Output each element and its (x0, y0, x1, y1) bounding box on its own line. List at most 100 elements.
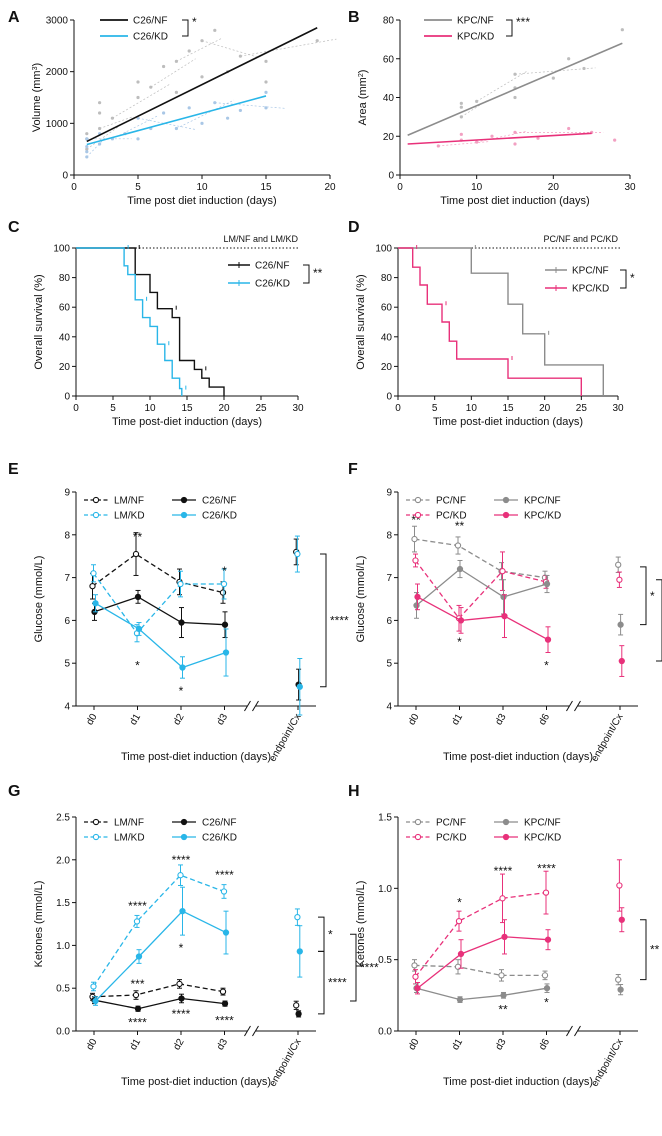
panel-label: G (8, 783, 20, 800)
data-point (136, 95, 140, 100)
y-tick-label: 1.5 (56, 898, 70, 909)
y-tick-label: 1.5 (378, 813, 392, 824)
data-point (187, 49, 191, 53)
data-point (542, 889, 550, 896)
legend-label: LM/NF (114, 818, 144, 829)
data-point (179, 908, 186, 915)
significance-bracket (303, 264, 310, 284)
x-tick-label: 20 (324, 182, 336, 193)
data-point (459, 132, 463, 136)
panel-D: 0 5 10 15 20 25 30 0 20 40 60 80 100 Time post-diet i… (348, 219, 635, 428)
data-point-endpoint (615, 561, 622, 568)
y-tick-label: 2.5 (56, 813, 70, 824)
axis-break-mark (566, 1025, 573, 1037)
individual-trend (476, 71, 527, 102)
significance-bracket (320, 553, 327, 688)
x-axis-label: Time post-diet induction (days) (121, 751, 271, 763)
y-tick-label: 4 (64, 702, 70, 713)
legend-label: KPC/KD (572, 284, 609, 295)
y-tick-label: 9 (64, 488, 70, 499)
x-tick-label: 0 (395, 403, 401, 414)
significance-stars: * (222, 564, 227, 578)
data-point (499, 568, 506, 575)
y-tick-label: 2000 (46, 67, 69, 78)
x-tick-label: endpoint/Cx (589, 712, 625, 764)
legend-marker (180, 511, 188, 519)
data-point (412, 973, 419, 980)
legend-label: PC/KD (436, 511, 467, 522)
y-tick-label: 1000 (46, 119, 69, 130)
y-axis-label: Ketones (mmol/L) (355, 881, 367, 968)
y-tick-label: 0.0 (378, 1027, 392, 1038)
x-tick-label: 20 (539, 403, 551, 414)
y-tick-label: 0.0 (56, 1027, 70, 1038)
y-tick-label: 80 (383, 16, 395, 27)
significance-stars: **** (215, 868, 234, 882)
x-tick-label: 30 (612, 403, 624, 414)
panel-label: H (348, 783, 360, 800)
data-point (238, 54, 242, 58)
data-point (90, 570, 97, 577)
y-axis-label: Overall survival (%) (33, 274, 45, 369)
data-point (411, 535, 418, 543)
survival-curve-C26/NF (76, 247, 225, 396)
data-point (135, 625, 143, 633)
y-tick-label: 80 (381, 273, 393, 284)
y-axis-label: Glucose (mmol/L) (33, 556, 45, 643)
y-tick-label: 100 (375, 244, 392, 255)
data-point (544, 936, 552, 943)
y-tick-label: 0 (62, 171, 68, 182)
significance-stars: **** (172, 853, 191, 867)
legend-label: PC/NF (436, 818, 466, 829)
significance-stars: * (328, 927, 333, 941)
panel-G: 0.0 0.5 1.0 1.5 2.0 2.5 d0 d1 d2 d3 endpoint/CxTim… (8, 783, 379, 1089)
y-axis-label: Overall survival (%) (355, 274, 367, 369)
series-line-KPC/NF (416, 568, 548, 606)
legend-label: C26/NF (202, 818, 236, 829)
data-point-endpoint (615, 976, 622, 983)
y-tick-label: 60 (59, 303, 71, 314)
x-axis-label: Time post-diet induction (days) (443, 751, 593, 763)
data-point (456, 565, 464, 573)
significance-stars: **** (128, 1015, 147, 1029)
x-tick-label: 20 (218, 403, 230, 414)
x-tick-label: d1 (450, 712, 465, 728)
legend-label: KPC/KD (457, 32, 494, 43)
significance-stars: * (179, 684, 184, 698)
x-tick-label: d3 (215, 1037, 230, 1053)
data-point (551, 76, 555, 80)
significance-stars: **** (215, 1014, 234, 1028)
panel-label: B (348, 9, 360, 26)
legend-marker (502, 496, 510, 504)
data-point (92, 997, 99, 1005)
data-point (90, 983, 97, 990)
x-tick-label: d3 (215, 712, 230, 728)
legend-label: KPC/NF (524, 818, 561, 829)
data-point (490, 134, 494, 138)
significance-stars: *** (130, 977, 144, 991)
data-point (455, 917, 463, 925)
significance-bracket (620, 269, 627, 289)
data-point (544, 636, 552, 643)
x-axis-label: Time post diet induction (days) (127, 195, 276, 207)
significance-bracket (318, 916, 325, 952)
panel-C: 0 5 10 15 20 25 30 0 20 40 60 80 100 Time post-diet i… (8, 219, 323, 428)
x-axis-label: Time post-diet induction (days) (443, 1076, 593, 1088)
data-point-endpoint (296, 948, 303, 955)
data-point (414, 593, 421, 601)
series-line-C26/KD (95, 602, 227, 669)
legend-marker (414, 818, 422, 826)
individual-trend (176, 38, 222, 62)
data-point (174, 90, 178, 94)
axis-break-mark (244, 700, 251, 712)
significance-stars: ** (498, 1003, 508, 1017)
significance-stars: ** (313, 266, 323, 280)
legend-marker (92, 511, 100, 519)
axis-break-mark (574, 1025, 581, 1037)
legend-label: KPC/KD (524, 511, 561, 522)
axis-break-mark (252, 700, 259, 712)
y-axis-label: Area (mm2) (357, 70, 369, 126)
legend-marker (92, 818, 100, 826)
y-tick-label: 0 (386, 392, 392, 403)
series-line-C26/KD (95, 910, 227, 1002)
